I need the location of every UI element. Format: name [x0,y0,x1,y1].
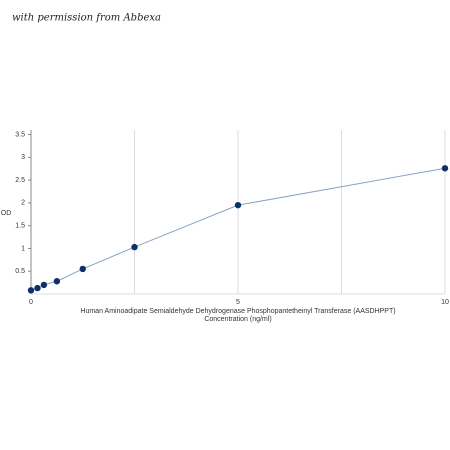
x-tick-label: 10 [441,299,449,306]
data-point [131,243,138,251]
y-tick-label: 2 [21,200,25,207]
watermark: with permission from Abbexa [12,13,161,24]
y-tick-label: 1.5 [15,223,25,230]
x-axis-label: Concentration (ng/ml) [204,316,271,323]
data-point [34,284,41,292]
y-axis-label: OD [1,210,12,217]
data-point [27,287,35,294]
data-point [40,281,48,289]
y-tick-label: 3.5 [15,131,25,138]
y-tick-label: 0.5 [15,268,25,275]
data-point [441,165,449,172]
data-point [79,265,86,273]
y-tick-label: 1 [21,245,25,252]
x-tick-label: 5 [236,299,240,306]
x-tick-label: 0 [29,299,33,306]
y-tick-label: 3 [21,154,25,161]
y-tick-label: 2.5 [15,177,25,184]
data-point [234,201,242,209]
x-axis-label: Human Aminoadipate Semialdehyde Dehydrog… [80,308,395,315]
data-point [53,278,61,285]
